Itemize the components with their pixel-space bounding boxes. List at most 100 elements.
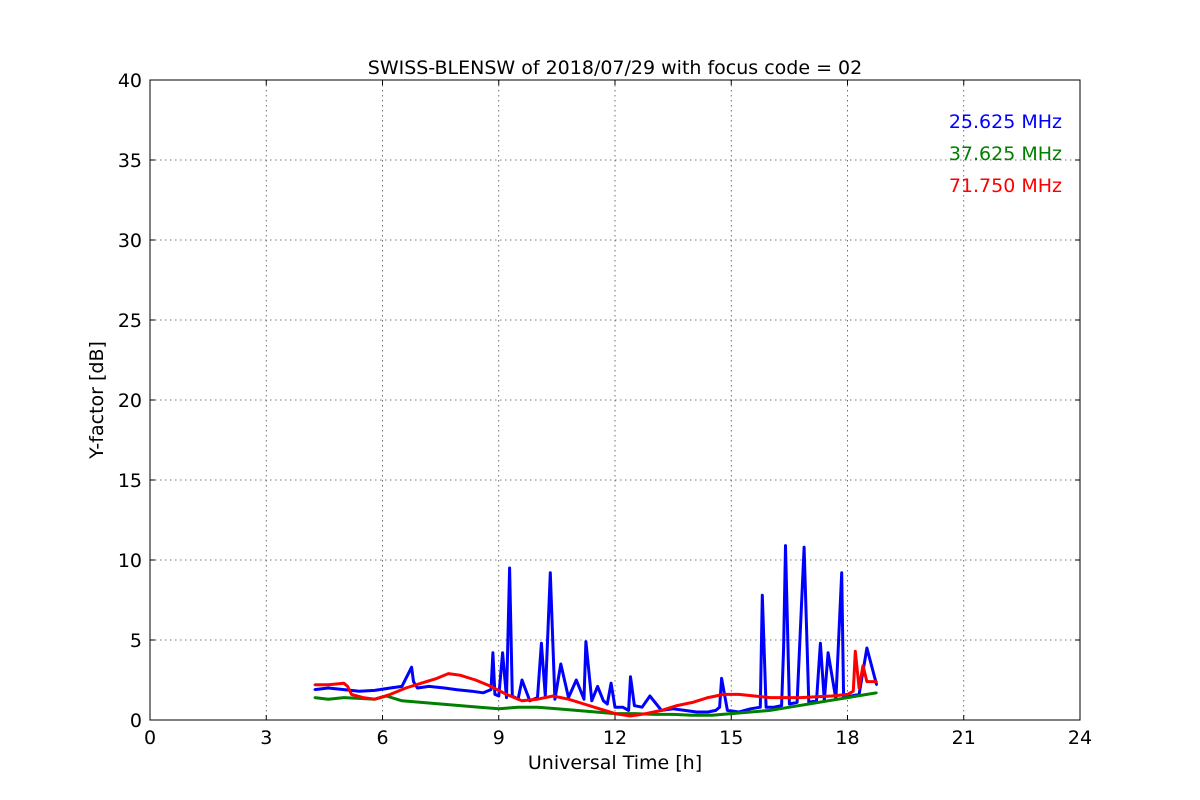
data-point-25-625-mhz	[358, 690, 361, 693]
data-point-25-625-mhz	[590, 699, 593, 702]
data-point-37-625-mhz	[826, 699, 830, 702]
data-point-37-625-mhz	[313, 696, 316, 699]
series-line-37-625-mhz	[314, 691, 877, 717]
x-tick-label: 0	[144, 727, 156, 749]
data-point-25-625-mhz	[505, 696, 508, 699]
data-point-37-625-mhz	[691, 714, 694, 717]
data-point-71-750-mhz	[629, 714, 632, 718]
y-tick-label: 35	[118, 150, 142, 172]
data-point-37-625-mhz	[497, 707, 500, 710]
data-point-25-625-mhz	[621, 706, 624, 709]
data-point-25-625-mhz	[606, 702, 609, 706]
x-tick-label: 24	[1068, 727, 1092, 749]
data-point-71-750-mhz	[768, 696, 772, 699]
data-point-71-750-mhz	[784, 696, 787, 699]
data-point-71-750-mhz	[346, 685, 349, 688]
data-point-25-625-mhz	[549, 571, 552, 574]
data-point-71-750-mhz	[815, 695, 818, 698]
data-point-25-625-mhz	[761, 594, 764, 597]
data-point-25-625-mhz	[493, 693, 497, 696]
legend-entry: 71.750 MHz	[949, 175, 1062, 197]
data-point-71-750-mhz	[373, 698, 376, 701]
data-point-25-625-mhz	[627, 709, 630, 712]
data-point-37-625-mhz	[458, 704, 462, 707]
ticks	[149, 79, 1081, 721]
data-point-25-625-mhz	[749, 707, 752, 710]
data-point-71-750-mhz	[753, 694, 756, 698]
data-point-25-625-mhz	[389, 686, 392, 690]
data-point-71-750-mhz	[582, 702, 586, 706]
data-point-25-625-mhz	[640, 706, 644, 709]
data-point-25-625-mhz	[540, 642, 543, 645]
x-tick-label: 21	[952, 727, 976, 749]
data-point-37-625-mhz	[327, 698, 330, 701]
data-point-25-625-mhz	[726, 709, 729, 712]
data-point-25-625-mhz	[648, 694, 652, 698]
data-point-71-750-mhz	[342, 682, 345, 685]
data-point-71-750-mhz	[447, 672, 450, 675]
data-point-25-625-mhz	[470, 690, 473, 693]
x-tick-label: 3	[260, 727, 272, 749]
data-point-37-625-mhz	[768, 709, 772, 712]
data-point-25-625-mhz	[427, 685, 431, 688]
data-point-71-750-mhz	[361, 696, 365, 699]
legend-entry: 37.625 MHz	[949, 143, 1062, 165]
data-point-71-750-mhz	[722, 693, 725, 696]
data-point-25-625-mhz	[416, 686, 419, 690]
y-tick-label: 0	[130, 710, 142, 732]
data-point-25-625-mhz	[501, 651, 504, 654]
data-point-71-750-mhz	[854, 650, 857, 653]
y-axis-label: Y-factor [dB]	[86, 341, 108, 460]
data-point-25-625-mhz	[327, 686, 330, 690]
x-tick-label: 18	[835, 727, 859, 749]
data-point-25-625-mhz	[819, 642, 822, 645]
data-point-25-625-mhz	[875, 683, 878, 686]
x-axis-label: Universal Time [h]	[528, 752, 702, 774]
data-point-25-625-mhz	[313, 688, 316, 691]
data-point-25-625-mhz	[412, 680, 415, 683]
data-point-25-625-mhz	[633, 704, 636, 707]
data-point-37-625-mhz	[478, 706, 481, 709]
data-point-25-625-mhz	[772, 706, 776, 709]
data-point-71-750-mhz	[799, 696, 803, 699]
data-point-71-750-mhz	[830, 694, 834, 698]
data-point-25-625-mhz	[788, 702, 791, 706]
data-point-37-625-mhz	[400, 699, 404, 702]
data-point-37-625-mhz	[342, 696, 345, 699]
data-point-71-750-mhz	[875, 680, 878, 683]
legend: 25.625 MHz 37.625 MHz 71.750 MHz	[949, 111, 1062, 197]
data-point-25-625-mhz	[520, 678, 524, 682]
data-point-71-750-mhz	[852, 690, 855, 693]
data-point-25-625-mhz	[720, 677, 723, 680]
data-point-71-750-mhz	[350, 693, 353, 696]
data-point-71-750-mhz	[435, 677, 438, 680]
y-tick-label: 40	[118, 70, 142, 92]
y-tick-label: 15	[118, 470, 142, 492]
data-point-71-750-mhz	[520, 699, 524, 702]
series-line-25-625-mhz	[314, 544, 879, 714]
data-point-71-750-mhz	[536, 698, 539, 701]
data-point-25-625-mhz	[706, 710, 710, 714]
data-point-37-625-mhz	[807, 702, 810, 706]
y-tick-label: 10	[118, 550, 142, 572]
data-point-25-625-mhz	[802, 546, 806, 549]
data-point-25-625-mhz	[609, 682, 613, 685]
data-point-37-625-mhz	[730, 712, 733, 715]
data-point-71-750-mhz	[598, 707, 601, 710]
data-point-25-625-mhz	[410, 666, 413, 669]
data-point-71-750-mhz	[474, 678, 477, 682]
data-point-71-750-mhz	[660, 709, 663, 712]
data-point-71-750-mhz	[551, 694, 555, 698]
data-point-25-625-mhz	[865, 646, 869, 650]
data-point-37-625-mhz	[575, 709, 578, 712]
data-point-25-625-mhz	[454, 688, 458, 691]
data-point-37-625-mhz	[555, 707, 559, 710]
data-point-71-750-mhz	[613, 712, 617, 715]
data-point-71-750-mhz	[327, 683, 330, 686]
data-point-25-625-mhz	[400, 685, 404, 688]
data-point-25-625-mhz	[443, 686, 446, 690]
data-point-71-750-mhz	[737, 693, 741, 696]
data-point-25-625-mhz	[784, 544, 787, 547]
data-point-37-625-mhz	[749, 710, 752, 714]
